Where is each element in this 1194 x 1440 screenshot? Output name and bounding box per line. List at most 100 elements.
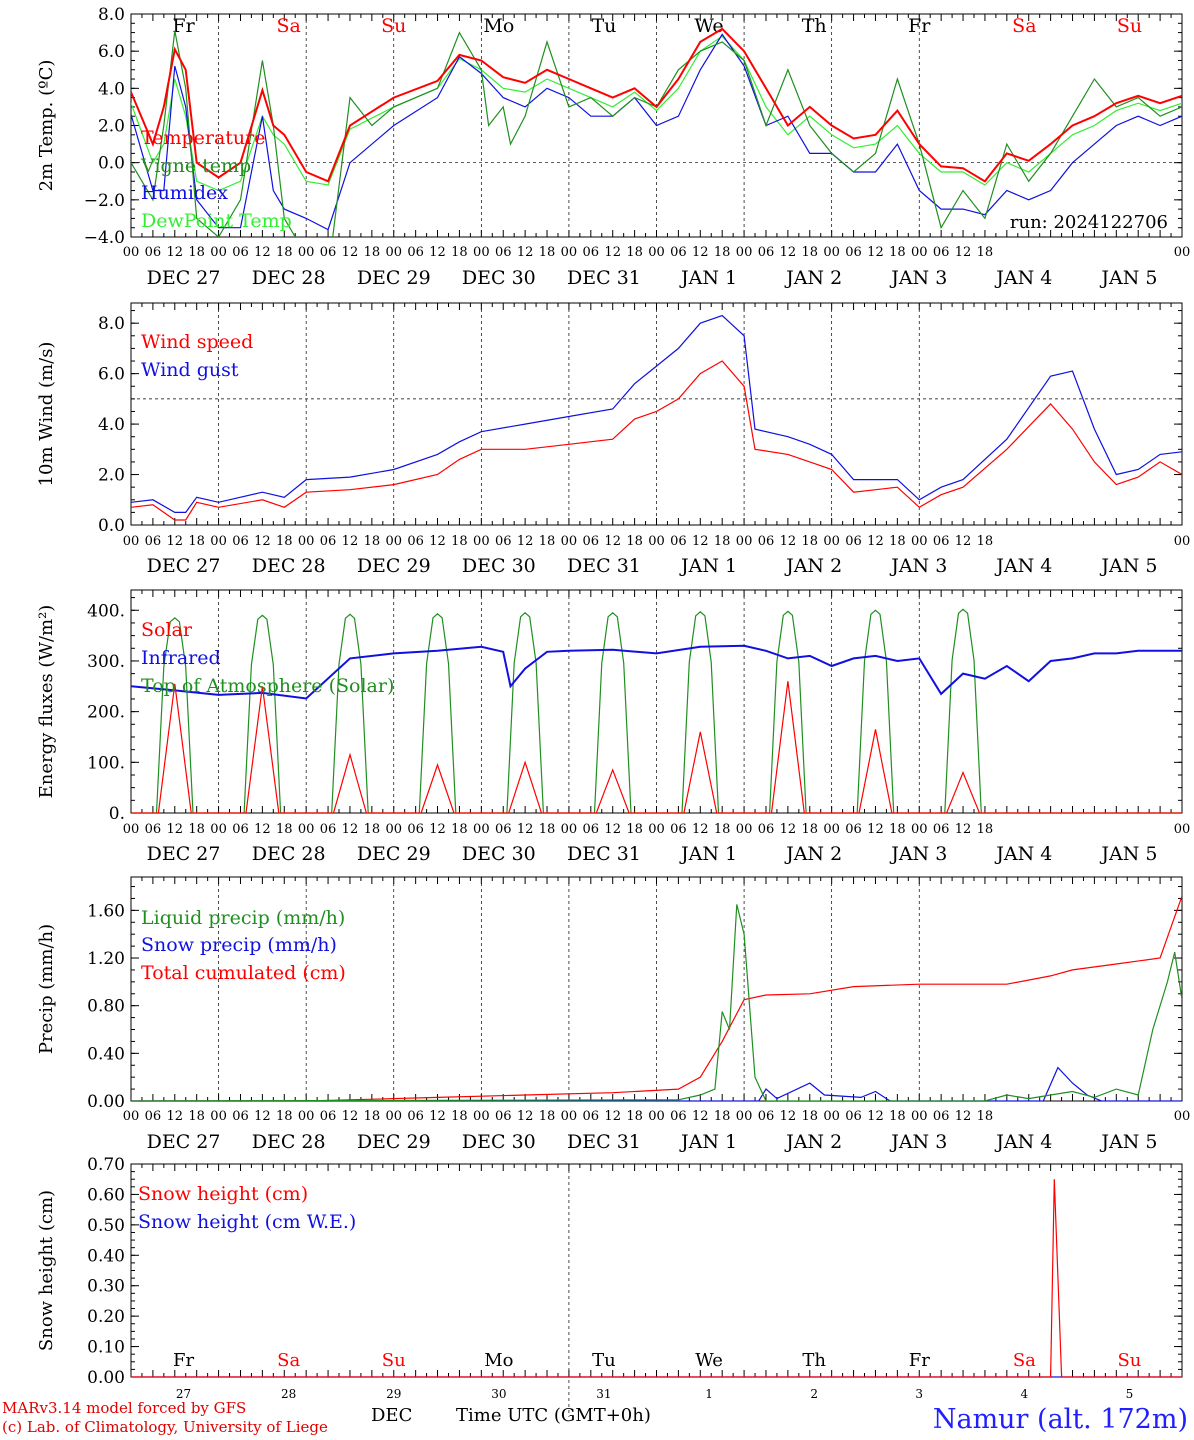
y-tick-label: −4.0 xyxy=(84,228,125,248)
hour-label: 12 xyxy=(867,1109,884,1124)
hour-label: 12 xyxy=(955,822,972,837)
series-line-vigne-temp xyxy=(131,30,1182,237)
hour-label: 12 xyxy=(517,534,534,549)
hour-label: 00 xyxy=(1174,245,1191,260)
y-tick-label: 1.60 xyxy=(87,901,125,921)
y-tick-label: 0.10 xyxy=(87,1338,125,1358)
y-tick-label: 2.0 xyxy=(98,117,125,137)
date-label: DEC 30 xyxy=(462,1131,536,1153)
hour-label: 00 xyxy=(385,245,402,260)
hour-label: 06 xyxy=(670,822,687,837)
hour-label: 12 xyxy=(867,822,884,837)
hour-label: 12 xyxy=(254,245,271,260)
hour-label: 18 xyxy=(451,245,468,260)
y-axis-label: Precip (mm/h) xyxy=(36,924,57,1054)
hour-label: 00 xyxy=(561,1109,578,1124)
legend-entry: DewPoint Temp xyxy=(141,210,292,232)
date-label: JAN 1 xyxy=(679,267,737,289)
series-line-infrared xyxy=(131,644,1182,700)
hour-label: 00 xyxy=(911,534,928,549)
hour-label: 12 xyxy=(254,822,271,837)
y-tick-label: 0.0 xyxy=(98,154,125,174)
hour-label: 06 xyxy=(933,245,950,260)
date-label: DEC 29 xyxy=(357,1131,431,1153)
hour-label: 06 xyxy=(407,534,424,549)
legend-entry: Total cumulated (cm) xyxy=(141,962,346,984)
hour-label: 12 xyxy=(604,245,621,260)
hour-label: 06 xyxy=(407,245,424,260)
legend-entry: Infrared xyxy=(141,647,221,669)
hour-label: 18 xyxy=(188,1109,205,1124)
hour-label: 18 xyxy=(626,245,643,260)
hour-label: 00 xyxy=(823,1109,840,1124)
hour-label: 12 xyxy=(167,822,184,837)
hour-label: 00 xyxy=(298,1109,315,1124)
hour-label: 06 xyxy=(758,1109,775,1124)
y-tick-label: 0. xyxy=(109,804,125,824)
hour-label: 00 xyxy=(823,822,840,837)
plot-frame xyxy=(130,589,1183,814)
y-tick-label: 200. xyxy=(87,703,125,723)
hour-label: 06 xyxy=(845,822,862,837)
hour-label: 12 xyxy=(342,1109,359,1124)
hour-label: 18 xyxy=(276,245,293,260)
weekday-label: Fr xyxy=(909,1350,930,1371)
legend-entry: Temperature xyxy=(141,127,265,149)
hour-label: 00 xyxy=(648,245,665,260)
y-tick-label: 6.0 xyxy=(98,42,125,62)
date-label: JAN 2 xyxy=(784,555,842,577)
hour-label: 06 xyxy=(320,1109,337,1124)
y-tick-label: 8.0 xyxy=(98,314,125,334)
y-tick-label: 0.60 xyxy=(87,1185,125,1205)
date-label: DEC 28 xyxy=(252,843,326,865)
run-label: run: 2024122706 xyxy=(1010,212,1168,233)
y-tick-label: 0.20 xyxy=(87,1307,125,1327)
hour-label: 06 xyxy=(583,822,600,837)
date-label: JAN 4 xyxy=(994,555,1052,577)
time-axis-label: Time UTC (GMT+0h) xyxy=(456,1405,651,1426)
weekday-label: Fr xyxy=(173,1350,194,1371)
hour-label: 18 xyxy=(539,1109,556,1124)
hour-label: 00 xyxy=(911,822,928,837)
legend-entry: Vigne temp xyxy=(140,155,251,177)
legend-entry: Solar xyxy=(141,619,193,641)
hour-label: 00 xyxy=(210,245,227,260)
date-label: DEC 27 xyxy=(147,843,221,865)
date-label: JAN 4 xyxy=(994,1131,1052,1153)
station-title: Namur (alt. 172m) xyxy=(932,1404,1188,1435)
hour-label: 12 xyxy=(167,245,184,260)
hour-label: 06 xyxy=(758,245,775,260)
series-line-snow-precip-mm-h- xyxy=(131,1066,1182,1101)
hour-label: 12 xyxy=(604,1109,621,1124)
date-label: JAN 1 xyxy=(679,555,737,577)
weekday-label: Su xyxy=(382,1350,406,1371)
hour-label: 06 xyxy=(232,534,249,549)
hour-label: 00 xyxy=(1174,822,1191,837)
y-axis-label: Snow height (cm) xyxy=(36,1190,57,1351)
series-line-snow-height-cm- xyxy=(131,1179,1182,1377)
day-number: 3 xyxy=(915,1387,923,1401)
hour-label: 18 xyxy=(801,534,818,549)
y-tick-label: −2.0 xyxy=(84,191,125,211)
hour-label: 12 xyxy=(780,822,797,837)
hour-label: 18 xyxy=(451,1109,468,1124)
hour-label: 12 xyxy=(955,534,972,549)
hour-label: 18 xyxy=(714,822,731,837)
hour-label: 18 xyxy=(714,534,731,549)
hour-label: 00 xyxy=(298,534,315,549)
hour-label: 06 xyxy=(232,245,249,260)
hour-label: 00 xyxy=(123,245,140,260)
date-label: DEC 29 xyxy=(357,267,431,289)
hour-label: 12 xyxy=(780,534,797,549)
hour-label: 00 xyxy=(561,245,578,260)
lab-credit: (c) Lab. of Climatology, University of L… xyxy=(2,1418,328,1436)
hour-label: 06 xyxy=(495,1109,512,1124)
hour-label: 18 xyxy=(539,534,556,549)
hour-label: 12 xyxy=(604,822,621,837)
hour-label: 18 xyxy=(801,1109,818,1124)
hour-label: 06 xyxy=(145,1109,162,1124)
chart-panel-4: 0.00 0.10 0.20 0.30 0.40 0.50 0.60 0.70 Snow hei… xyxy=(36,1155,1183,1417)
weekday-label: Mo xyxy=(484,1350,513,1371)
y-tick-label: 8.0 xyxy=(98,5,125,25)
hour-label: 00 xyxy=(123,1109,140,1124)
